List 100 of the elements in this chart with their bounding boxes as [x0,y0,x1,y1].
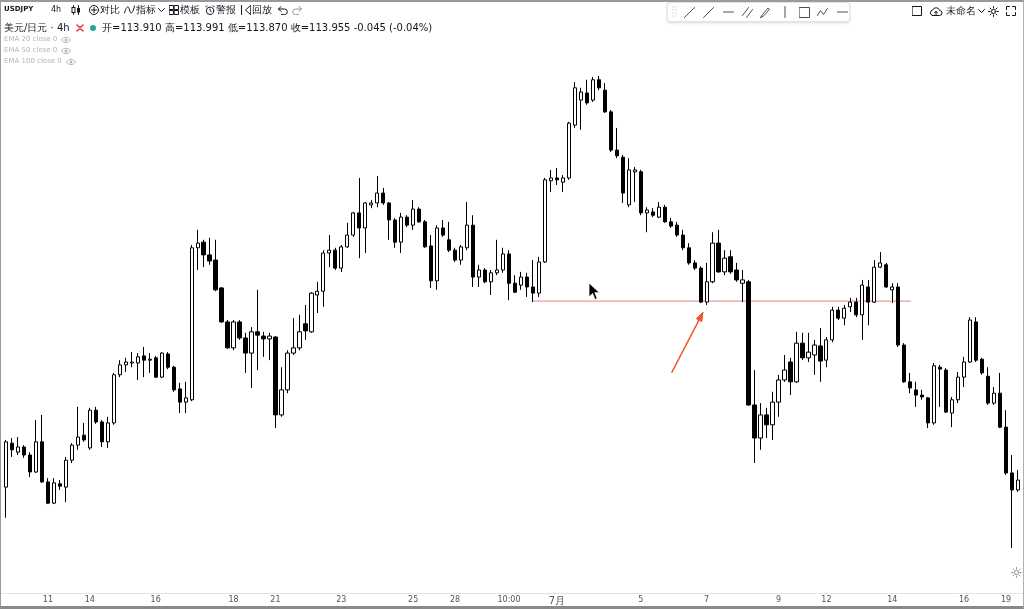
candlestick [106,416,110,449]
x-tick-label: 19 [1000,594,1012,604]
candlestick [154,355,158,379]
x-tick-label: 7 [704,594,710,604]
candlestick [136,352,140,381]
candlestick [4,439,8,519]
x-tick-label: 23 [336,594,347,604]
candlestick [926,396,930,429]
candlestick [848,297,852,313]
candlestick [860,279,864,341]
candlestick [645,206,649,233]
x-tick-label: 11 [42,594,54,604]
candlestick [190,244,194,402]
candlestick [16,436,20,456]
candlestick [172,365,176,393]
candlestick [896,282,900,348]
candlestick [363,201,367,254]
text: 警报 [216,4,236,16]
candlestick [531,259,535,303]
candlestick [483,267,487,284]
candlestick [357,177,361,259]
candlestick [693,259,697,271]
candlestick [166,351,170,370]
chart-subtitle: 美元/日元 · 4h [4,22,70,34]
candlestick [621,154,625,204]
candlestick [339,244,343,273]
candlestick [381,187,385,206]
x-tick-label: 28 [450,594,461,604]
candlestick [387,201,391,241]
candlestick [507,249,511,301]
x-tick-label: 25 [408,594,419,604]
candlestick [908,372,912,394]
candlestick [513,274,517,294]
text: 模板 [180,4,200,16]
candlestick [699,265,703,304]
text: 开=113.910 高=113.991 低=113.870 收=113.955 -0.045 (-0.04%) [102,22,433,34]
candlestick [944,367,948,414]
candlestick [597,75,601,91]
candlestick [669,217,673,229]
candlestick [46,477,50,505]
candlestick [615,127,619,159]
candlestick [561,174,565,193]
candlestick [345,222,349,249]
candlestick [639,169,643,216]
candlestick [884,262,888,289]
candlestick [447,221,451,253]
candlestick [603,82,607,114]
candlestick [435,224,439,291]
candlestick [932,362,936,426]
candlestick [327,234,331,268]
candlestick [142,346,146,378]
candlestick [22,444,26,459]
candlestick [423,219,427,249]
text: 回放 [252,4,272,16]
candlestick [836,306,840,321]
text: 对比 [100,4,120,16]
candlestick [160,351,164,379]
candlestick [657,201,661,219]
x-tick-label: 21 [270,594,281,604]
candlestick [525,272,529,298]
candlestick [28,451,32,478]
candlestick [992,386,996,406]
candlestick [58,479,62,491]
candlestick [974,316,978,363]
candlestick [962,356,966,388]
candlestick [842,304,846,326]
candlestick [1004,409,1008,476]
candlestick [675,221,679,238]
candlestick [178,382,182,414]
candlestick [411,199,415,231]
text: 指标 [136,4,156,16]
candlestick [399,212,403,254]
candlestick [405,214,409,228]
x-tick-label: 18 [228,594,239,604]
candlestick [100,419,104,448]
candlestick [130,351,134,368]
candlestick [88,407,92,451]
candlestick [956,371,960,404]
candlestick [681,229,685,251]
candlestick [76,406,80,451]
candlestick [866,279,870,326]
candlestick [64,456,68,503]
candlestick [52,477,56,505]
candlestick [1010,454,1014,549]
candlestick [489,269,493,296]
candlestick [501,247,505,274]
candlestick [429,234,433,289]
candlestick [351,211,355,238]
candlestick [459,244,463,266]
candlestick [986,366,990,406]
candlestick [585,79,589,106]
x-tick-label: 16 [150,594,161,604]
candlestick [40,414,44,484]
x-tick-label: 10:00 [497,594,521,604]
candlestick [830,306,834,343]
candlestick [854,297,858,318]
text: 未命名 [946,5,976,17]
candlestick [441,219,445,238]
candlestick [890,282,894,304]
candlestick [184,381,188,414]
